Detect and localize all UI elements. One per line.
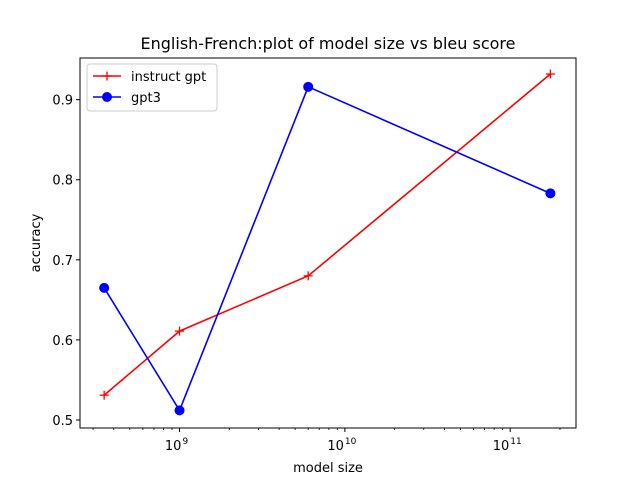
x-tick-exponent: 11 xyxy=(510,437,521,447)
series-line-gpt3 xyxy=(103,85,551,413)
y-tick-label: 0.7 xyxy=(52,254,73,269)
data-point-gpt3 xyxy=(545,188,556,199)
data-point-instruct-gpt xyxy=(303,271,313,281)
x-tick-label: 1011 xyxy=(493,437,522,454)
series-line-instruct-gpt xyxy=(103,73,551,396)
plot-frame xyxy=(79,57,577,429)
x-tick-exponent: 10 xyxy=(345,437,357,447)
data-point-instruct-gpt xyxy=(99,390,109,400)
x-tick-exponent: 9 xyxy=(182,437,188,447)
chart-title: English-French:plot of model size vs ble… xyxy=(141,34,516,53)
y-tick-label: 0.5 xyxy=(52,414,73,429)
legend-marker-symbol xyxy=(102,92,112,102)
x-tick-label: 109 xyxy=(165,437,189,454)
data-point-gpt3 xyxy=(99,282,110,293)
data-point-instruct-gpt xyxy=(175,326,185,336)
legend: instruct gpt gpt3 xyxy=(86,63,218,112)
legend-label-instruct-gpt: instruct gpt xyxy=(131,70,206,85)
legend-marker-symbol xyxy=(102,71,112,81)
series-layer xyxy=(99,69,556,416)
x-axis-label: model size xyxy=(293,461,363,476)
data-point-gpt3 xyxy=(174,405,185,416)
y-axis-label: accuracy xyxy=(29,213,44,272)
data-point-instruct-gpt xyxy=(545,69,555,79)
y-tick-label: 0.9 xyxy=(52,94,73,109)
data-point-gpt3 xyxy=(303,81,314,92)
legend-label-gpt3: gpt3 xyxy=(131,91,161,106)
y-tick-label: 0.6 xyxy=(52,334,73,349)
y-tick-label: 0.8 xyxy=(52,174,73,189)
x-tick-label: 1010 xyxy=(327,437,356,454)
legend-marker-instruct-gpt xyxy=(102,71,112,81)
legend-marker-gpt3 xyxy=(102,92,112,102)
